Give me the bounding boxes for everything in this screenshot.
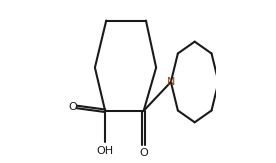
Text: O: O: [68, 102, 77, 112]
Text: OH: OH: [97, 146, 114, 156]
Text: O: O: [139, 148, 148, 158]
Text: N: N: [167, 77, 175, 87]
